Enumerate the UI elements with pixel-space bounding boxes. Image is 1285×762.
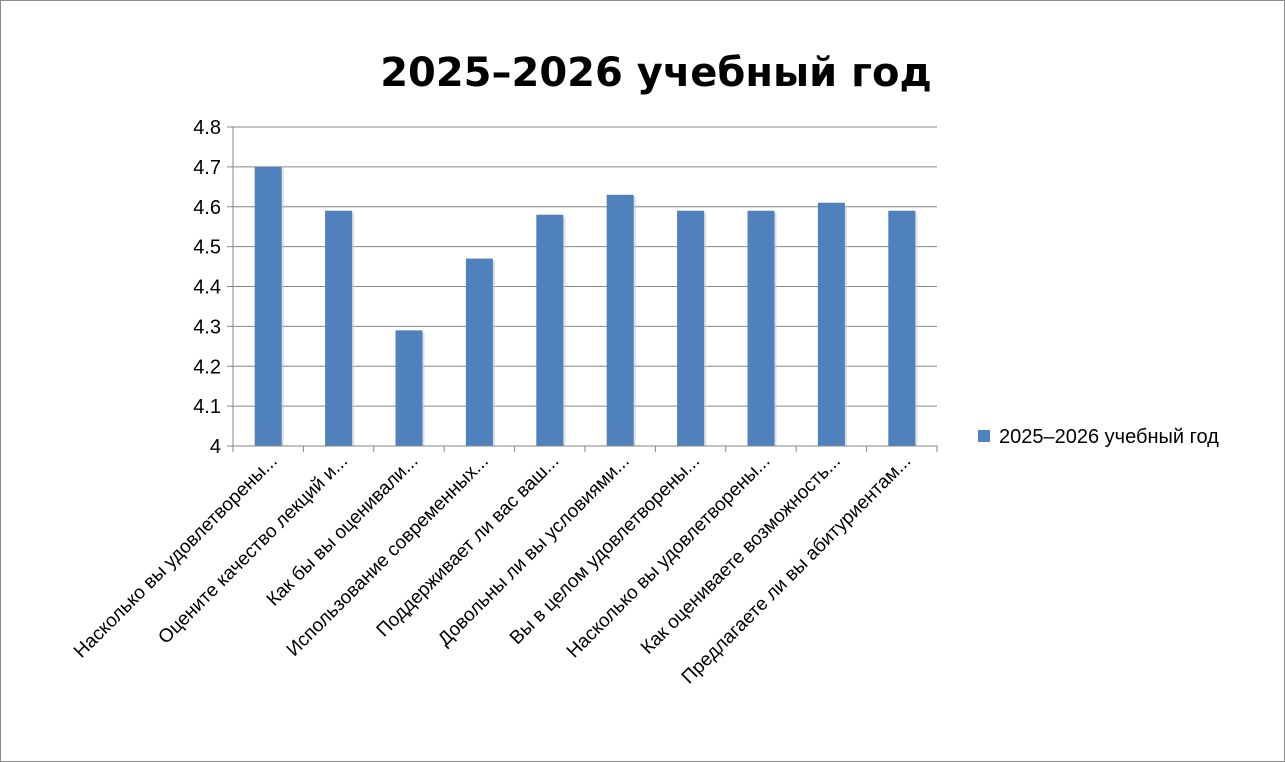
bar: [677, 210, 705, 446]
bar: [888, 210, 916, 446]
y-tick-label: 4.5: [193, 237, 221, 259]
bar: [395, 330, 423, 446]
chart-title: 2025–2026 учебный год: [380, 50, 932, 96]
bar: [606, 194, 634, 446]
bars: [254, 166, 918, 446]
legend-label: 2025–2026 учебный год: [999, 426, 1219, 448]
bar: [325, 210, 353, 446]
y-tick-label: 4.7: [193, 157, 221, 179]
legend-swatch: [978, 430, 990, 442]
axes: [232, 127, 938, 452]
y-tick-label: 4: [210, 436, 221, 458]
y-tick-label: 4.8: [193, 117, 221, 139]
legend: 2025–2026 учебный год: [978, 426, 1219, 448]
y-tick-label: 4.6: [193, 197, 221, 219]
bar: [817, 202, 845, 446]
y-tick-label: 4.3: [193, 316, 221, 338]
x-axis-category-labels: Насколько вы удовлетворены...Оцените кач…: [70, 451, 915, 689]
bar: [254, 166, 282, 446]
bar: [536, 214, 564, 446]
bar: [747, 210, 775, 446]
y-tick-label: 4.2: [193, 356, 221, 378]
y-tick-label: 4.1: [193, 396, 221, 418]
bar: [465, 258, 493, 446]
y-tick-label: 4.4: [193, 277, 221, 299]
y-axis-tick-labels: 4 4.1 4.2 4.3 4.4 4.5 4.6 4.7 4.8: [193, 117, 221, 458]
